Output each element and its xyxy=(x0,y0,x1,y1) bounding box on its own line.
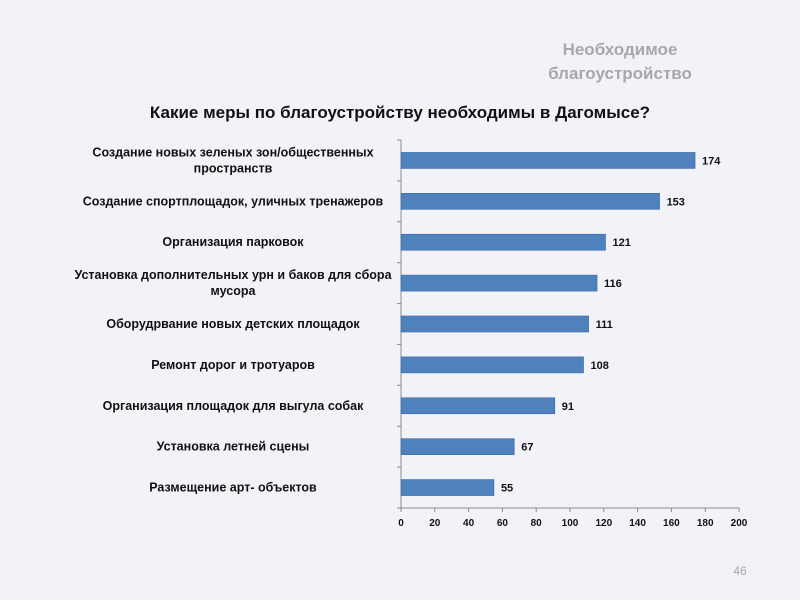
x-tick-label: 0 xyxy=(398,518,404,529)
value-label: 55 xyxy=(501,483,513,495)
value-label: 108 xyxy=(591,360,609,372)
x-tick-label: 160 xyxy=(663,518,680,529)
category-label: Оборудрвание новых детских площадок xyxy=(106,317,360,331)
bar xyxy=(400,438,515,455)
category-label: Размещение арт- объектов xyxy=(149,481,317,495)
bar xyxy=(400,233,606,251)
x-tick-label: 100 xyxy=(562,518,579,529)
value-label: 121 xyxy=(612,237,630,249)
category-label: Создание новых зеленых зон/общественных п… xyxy=(92,145,373,175)
category-label: Установка летней сцены xyxy=(157,440,310,454)
category-label: Ремонт дорог и тротуаров xyxy=(151,358,315,372)
bar xyxy=(400,397,556,415)
x-tick-label: 120 xyxy=(595,518,612,529)
x-tick-label: 80 xyxy=(531,518,543,529)
category-label: Организация площадок для выгула собак xyxy=(103,399,364,413)
category-labels: Создание новых зеленых зон/общественных п… xyxy=(74,145,392,494)
bar xyxy=(400,356,584,374)
category-label-line: Создание спортплощадок, уличных тренажер… xyxy=(83,194,384,208)
x-tick-label: 180 xyxy=(697,518,714,529)
category-label-line: Организация парковок xyxy=(162,235,304,249)
category-label-line: Ремонт дорог и тротуаров xyxy=(151,358,315,372)
category-label: Создание спортплощадок, уличных тренажер… xyxy=(83,194,384,208)
category-label-line: Установка дополнительных урн и баков для… xyxy=(74,268,392,282)
bar xyxy=(400,479,495,496)
slide-heading: Необходимое благоустройство xyxy=(520,38,720,86)
x-tick-label: 200 xyxy=(731,518,748,529)
bar xyxy=(400,152,696,169)
bar xyxy=(400,193,660,210)
slide-heading-line-1: Необходимое xyxy=(562,40,678,59)
value-label: 153 xyxy=(667,196,685,208)
category-label-line: мусора xyxy=(211,284,257,298)
value-label: 91 xyxy=(562,401,574,413)
category-label-line: Создание новых зеленых зон/общественных xyxy=(92,145,373,159)
bars xyxy=(400,152,696,496)
x-tick-label: 140 xyxy=(629,518,646,529)
category-ticks xyxy=(397,139,401,509)
category-label-line: Размещение арт- объектов xyxy=(149,481,317,495)
category-label-line: Организация площадок для выгула собак xyxy=(103,399,364,413)
category-label-line: Установка летней сцены xyxy=(157,440,310,454)
category-label: Организация парковок xyxy=(162,235,304,249)
x-tick-label: 40 xyxy=(463,518,475,529)
x-tick-label: 20 xyxy=(429,518,441,529)
bar xyxy=(400,274,598,292)
slide-heading-line-2: благоустройство xyxy=(548,64,692,83)
category-label-line: Оборудрвание новых детских площадок xyxy=(106,317,360,331)
bar xyxy=(400,315,589,333)
value-label: 116 xyxy=(604,278,622,290)
category-label: Установка дополнительных урн и баков для… xyxy=(74,268,392,298)
page-number: 46 xyxy=(733,564,747,578)
value-label: 67 xyxy=(521,442,533,454)
value-label: 111 xyxy=(596,319,613,331)
x-axis-ticks: 0 20 40 60 80 100 120 140 160 180 200 xyxy=(398,508,748,529)
x-tick-label: 60 xyxy=(497,518,509,529)
category-label-line: пространств xyxy=(194,161,273,175)
value-labels: 174 153 121 116 111 108 91 67 55 xyxy=(501,155,721,494)
chart-title: Какие меры по благоустройству необходимы… xyxy=(149,103,651,122)
value-label: 174 xyxy=(702,155,721,167)
